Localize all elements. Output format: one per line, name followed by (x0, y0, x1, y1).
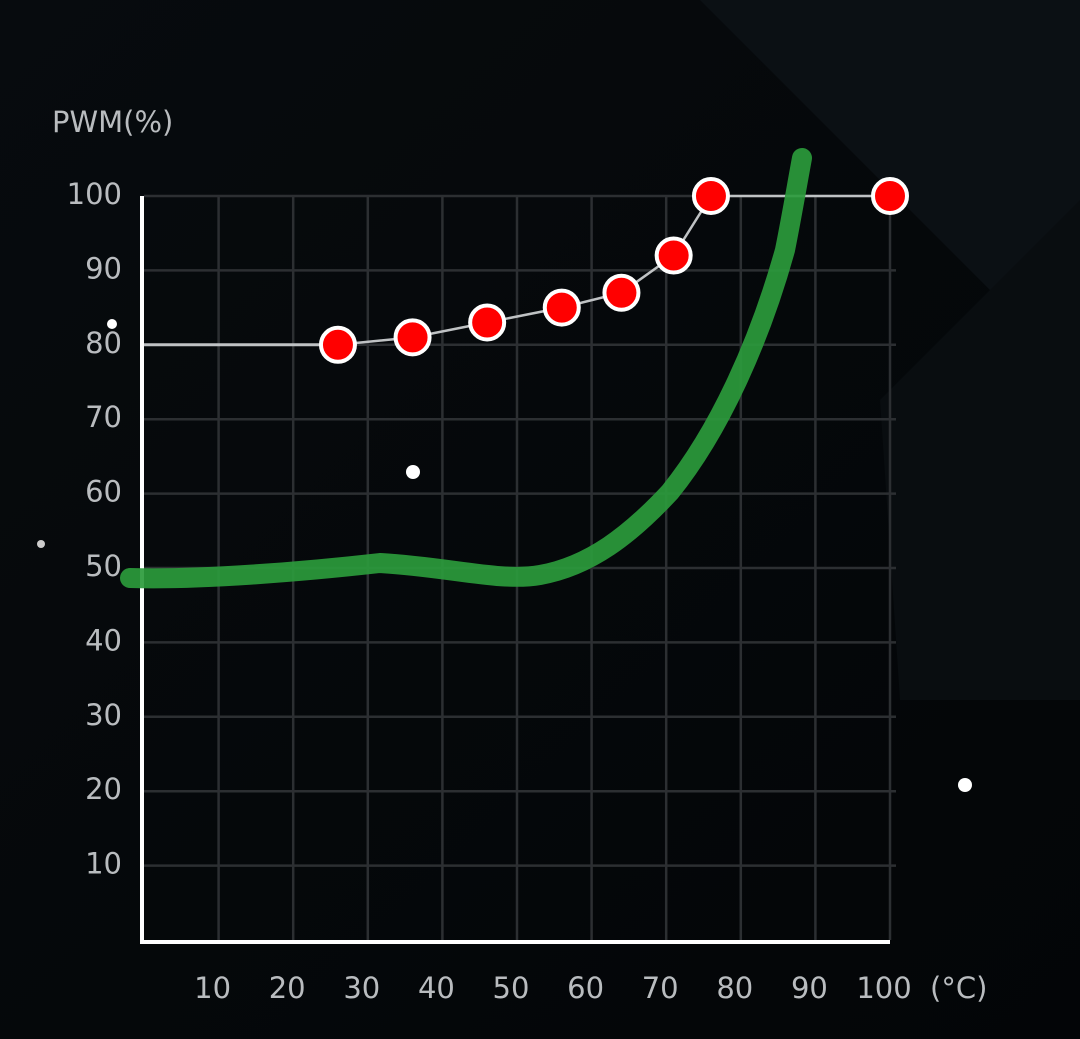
x-tick-label: 30 (343, 971, 380, 1005)
y-tick-label: 100 (67, 177, 122, 211)
x-tick-label: 40 (418, 971, 455, 1005)
curve-point (542, 288, 581, 327)
y-tick-label: 80 (85, 326, 122, 360)
curve-point (654, 236, 693, 275)
curve-points (318, 177, 909, 364)
x-tick-label: 100 (856, 971, 911, 1005)
y-tick-label: 20 (85, 772, 122, 806)
dot (37, 540, 45, 548)
dot (958, 778, 972, 792)
dot (107, 319, 117, 329)
curve-point (691, 177, 730, 215)
hand-drawn-annotation (120, 148, 812, 589)
x-axis-label: (°C) (930, 971, 987, 1005)
y-axis-label: PWM(%) (52, 105, 173, 139)
y-tick-label: 10 (85, 847, 122, 881)
x-tick-label: 50 (493, 971, 530, 1005)
dot (406, 465, 420, 479)
y-tick-label: 90 (85, 251, 122, 285)
x-tick-label: 80 (716, 971, 753, 1005)
y-tick-label: 30 (85, 698, 122, 732)
curve-point (602, 273, 641, 312)
curve-point (871, 177, 909, 215)
background-pattern (880, 200, 1080, 700)
curve-point (468, 303, 507, 342)
curve-point (393, 318, 432, 357)
x-tick-label: 90 (791, 971, 828, 1005)
y-tick-label: 50 (85, 549, 122, 583)
x-tick-label: 10 (194, 971, 231, 1005)
y-tick-label: 70 (85, 400, 122, 434)
y-tick-label: 40 (85, 623, 122, 657)
x-tick-label: 20 (269, 971, 306, 1005)
y-tick-label: 60 (85, 475, 122, 509)
x-tick-label: 70 (642, 971, 679, 1005)
x-tick-label: 60 (567, 971, 604, 1005)
curve-point (318, 325, 357, 364)
